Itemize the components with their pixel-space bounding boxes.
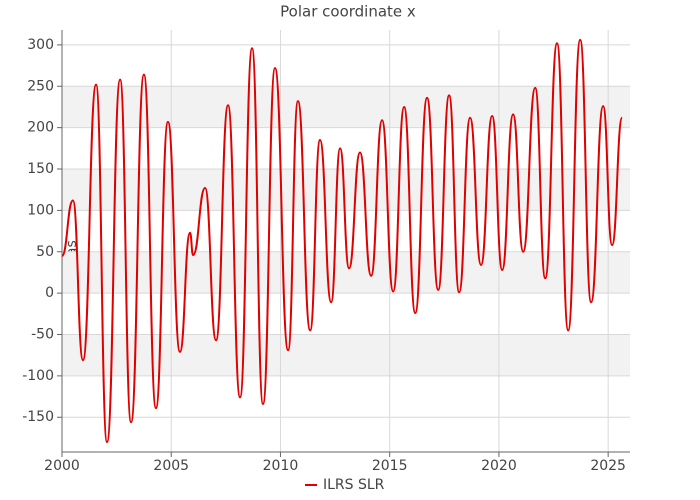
y-tick-label: -50 xyxy=(31,327,54,343)
data-line xyxy=(61,38,624,444)
y-tick-label: -150 xyxy=(22,409,54,425)
plot-background xyxy=(61,30,630,452)
y-tick-label: 200 xyxy=(27,120,54,136)
x-tick-label: 2000 xyxy=(44,458,80,474)
y-tick-label: 50 xyxy=(36,244,54,260)
legend-label: ILRS SLR xyxy=(323,477,385,493)
band xyxy=(62,251,630,294)
band xyxy=(62,334,630,376)
y-tick-label: 150 xyxy=(27,161,54,177)
y-tick-label: 300 xyxy=(27,37,54,53)
y-tick-label: 250 xyxy=(27,78,54,94)
y-tick-label: 100 xyxy=(27,202,54,218)
x-tick-label: 2025 xyxy=(590,458,626,474)
x-tick-label: 2010 xyxy=(263,458,299,474)
band xyxy=(62,169,630,211)
x-tick-label: 2020 xyxy=(481,458,517,474)
x-tick-label: 2005 xyxy=(153,458,189,474)
chart-title: Polar coordinate x xyxy=(280,3,416,21)
y-tick-label: 0 xyxy=(45,285,54,301)
y-tick-label: -100 xyxy=(22,368,54,384)
band xyxy=(62,86,630,128)
x-tick-label: 2015 xyxy=(372,458,408,474)
